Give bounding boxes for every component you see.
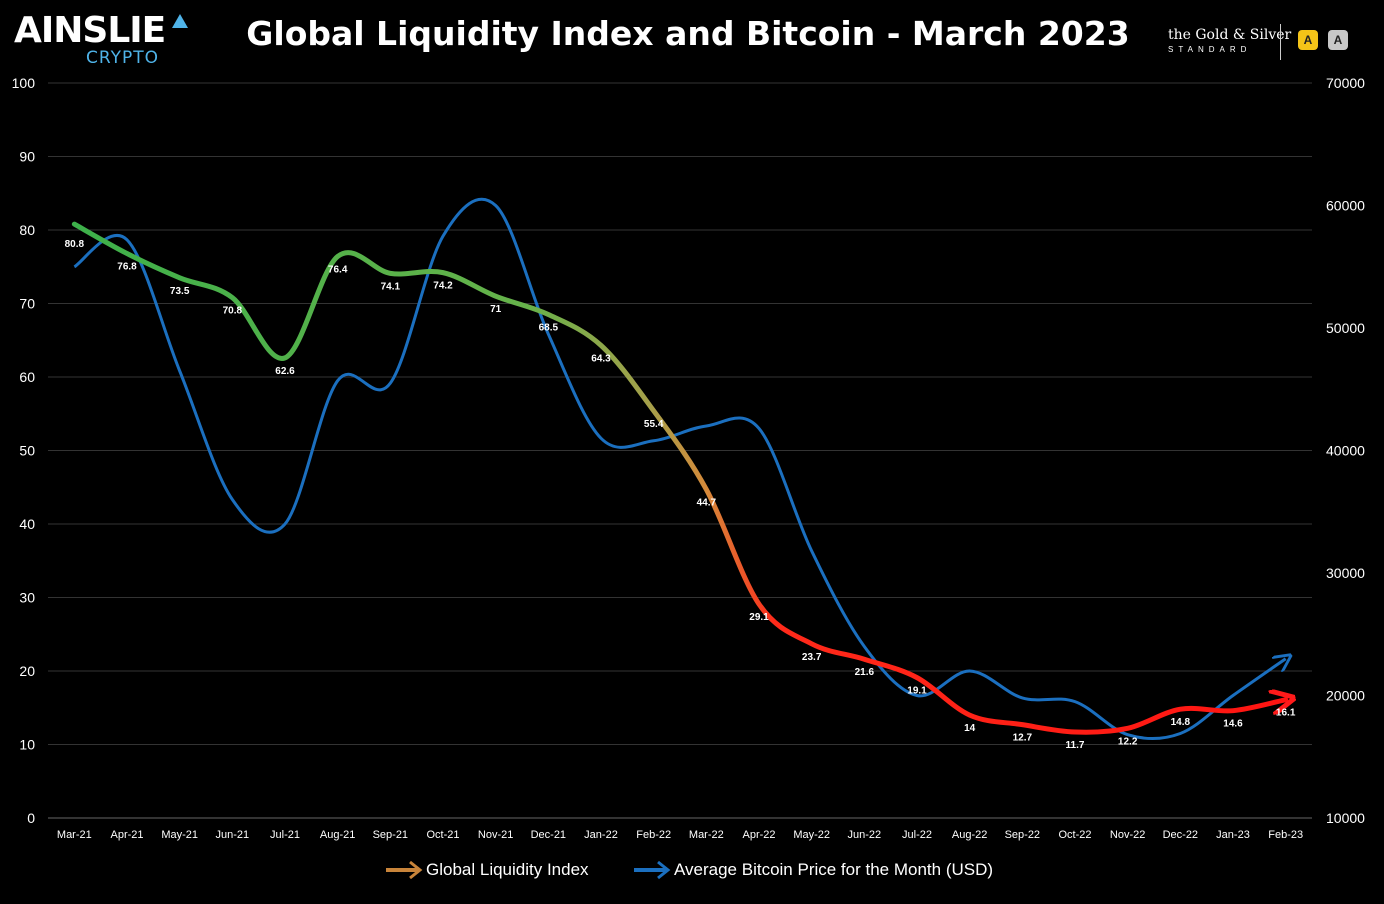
data-label: 44.7 (697, 497, 717, 508)
data-label: 14 (964, 723, 976, 734)
right-axis-tick-label: 50000 (1326, 320, 1365, 336)
x-axis-tick-label: Apr-21 (110, 829, 143, 841)
data-label: 16.1 (1276, 708, 1296, 719)
left-axis-tick-label: 50 (19, 443, 35, 459)
data-label: 21.6 (855, 667, 875, 678)
app-badge-icon: A (1328, 30, 1348, 50)
x-axis-tick-label: Sep-22 (1005, 829, 1040, 841)
x-axis-tick-label: Jan-23 (1216, 829, 1250, 841)
data-label: 74.1 (381, 281, 401, 292)
x-axis-tick-label: Mar-22 (689, 829, 724, 841)
data-label: 12.7 (1013, 733, 1033, 744)
right-axis-tick-label: 30000 (1326, 565, 1365, 581)
data-label: 23.7 (802, 652, 822, 663)
x-axis-tick-label: Jul-21 (270, 829, 300, 841)
data-label: 14.6 (1223, 719, 1243, 730)
partner-logo-title: the Gold & Silver (1168, 27, 1292, 43)
x-axis-tick-label: May-22 (793, 829, 830, 841)
x-axis-tick-label: Nov-21 (478, 829, 513, 841)
data-label: 12.2 (1118, 736, 1138, 747)
left-axis-tick-label: 100 (12, 75, 36, 91)
data-label: 62.6 (275, 366, 295, 377)
right-axis-tick-label: 20000 (1326, 688, 1365, 704)
data-label: 76.4 (328, 264, 348, 275)
series-line-bitcoin-price (73, 197, 1285, 741)
left-axis-tick-label: 80 (19, 222, 35, 238)
data-label: 19.1 (907, 686, 927, 697)
data-label: 80.8 (65, 239, 85, 250)
right-axis-tick-label: 10000 (1326, 810, 1365, 826)
legend-label-global-liquidity-index: Global Liquidity Index (426, 860, 589, 879)
left-axis-tick-label: 60 (19, 369, 35, 385)
x-axis-tick-label: Jun-21 (216, 829, 250, 841)
x-axis-tick-label: Jun-22 (848, 829, 882, 841)
left-axis-tick-label: 90 (19, 149, 35, 165)
x-axis-tick-label: Mar-21 (57, 829, 92, 841)
legend-arrow-icon (409, 860, 423, 880)
right-axis-tick-label: 60000 (1326, 198, 1365, 214)
right-axis-tick-label: 40000 (1326, 443, 1365, 459)
x-axis-tick-label: Aug-21 (320, 829, 355, 841)
x-axis-tick-label: Dec-22 (1163, 829, 1198, 841)
x-axis-tick-label: Nov-22 (1110, 829, 1145, 841)
logo-triangle-icon (172, 14, 188, 28)
data-label: 29.1 (749, 612, 769, 623)
chart-title: Global Liquidity Index and Bitcoin - Mar… (246, 14, 1130, 53)
data-label: 70.8 (223, 306, 243, 317)
left-axis-tick-label: 70 (19, 296, 35, 312)
left-axis-tick-label: 20 (19, 663, 35, 679)
data-label: 68.5 (539, 323, 559, 334)
partner-logo-subtitle: STANDARD (1168, 45, 1252, 54)
brand-logo-subtitle: CRYPTO (86, 48, 159, 68)
x-axis-tick-label: Jul-22 (902, 829, 932, 841)
x-axis-tick-label: Feb-22 (636, 829, 671, 841)
legend-arrow-icon (657, 860, 671, 880)
left-axis-tick-label: 30 (19, 590, 35, 606)
x-axis-tick-label: Aug-22 (952, 829, 987, 841)
x-axis-tick-label: Oct-22 (1058, 829, 1091, 841)
data-label: 71 (490, 304, 502, 315)
left-axis-tick-label: 10 (19, 737, 35, 753)
x-axis-tick-label: Feb-23 (1268, 829, 1303, 841)
x-axis-tick-label: Sep-21 (373, 829, 408, 841)
data-label: 74.2 (433, 281, 453, 292)
data-label: 76.8 (117, 262, 137, 273)
data-label: 11.7 (1066, 740, 1085, 751)
x-axis-tick-label: Dec-21 (531, 829, 566, 841)
data-label: 64.3 (591, 353, 611, 364)
legend-label-bitcoin-price: Average Bitcoin Price for the Month (USD… (674, 860, 993, 879)
series-line-global-liquidity-index (71, 221, 1285, 735)
left-axis-tick-label: 40 (19, 516, 35, 532)
x-axis-tick-label: Apr-22 (742, 829, 775, 841)
data-label: 73.5 (170, 286, 190, 297)
x-axis-tick-label: Jan-22 (584, 829, 618, 841)
header-divider (1280, 24, 1281, 60)
x-axis-tick-label: Oct-21 (426, 829, 459, 841)
left-axis-tick-label: 0 (27, 810, 35, 826)
brand-logo: AINSLIE (14, 10, 166, 51)
data-label: 14.8 (1171, 717, 1191, 728)
right-axis-tick-label: 70000 (1326, 75, 1365, 91)
x-axis-tick-label: May-21 (161, 829, 198, 841)
data-label: 55.4 (644, 419, 664, 430)
app-badge-icon: A (1298, 30, 1318, 50)
